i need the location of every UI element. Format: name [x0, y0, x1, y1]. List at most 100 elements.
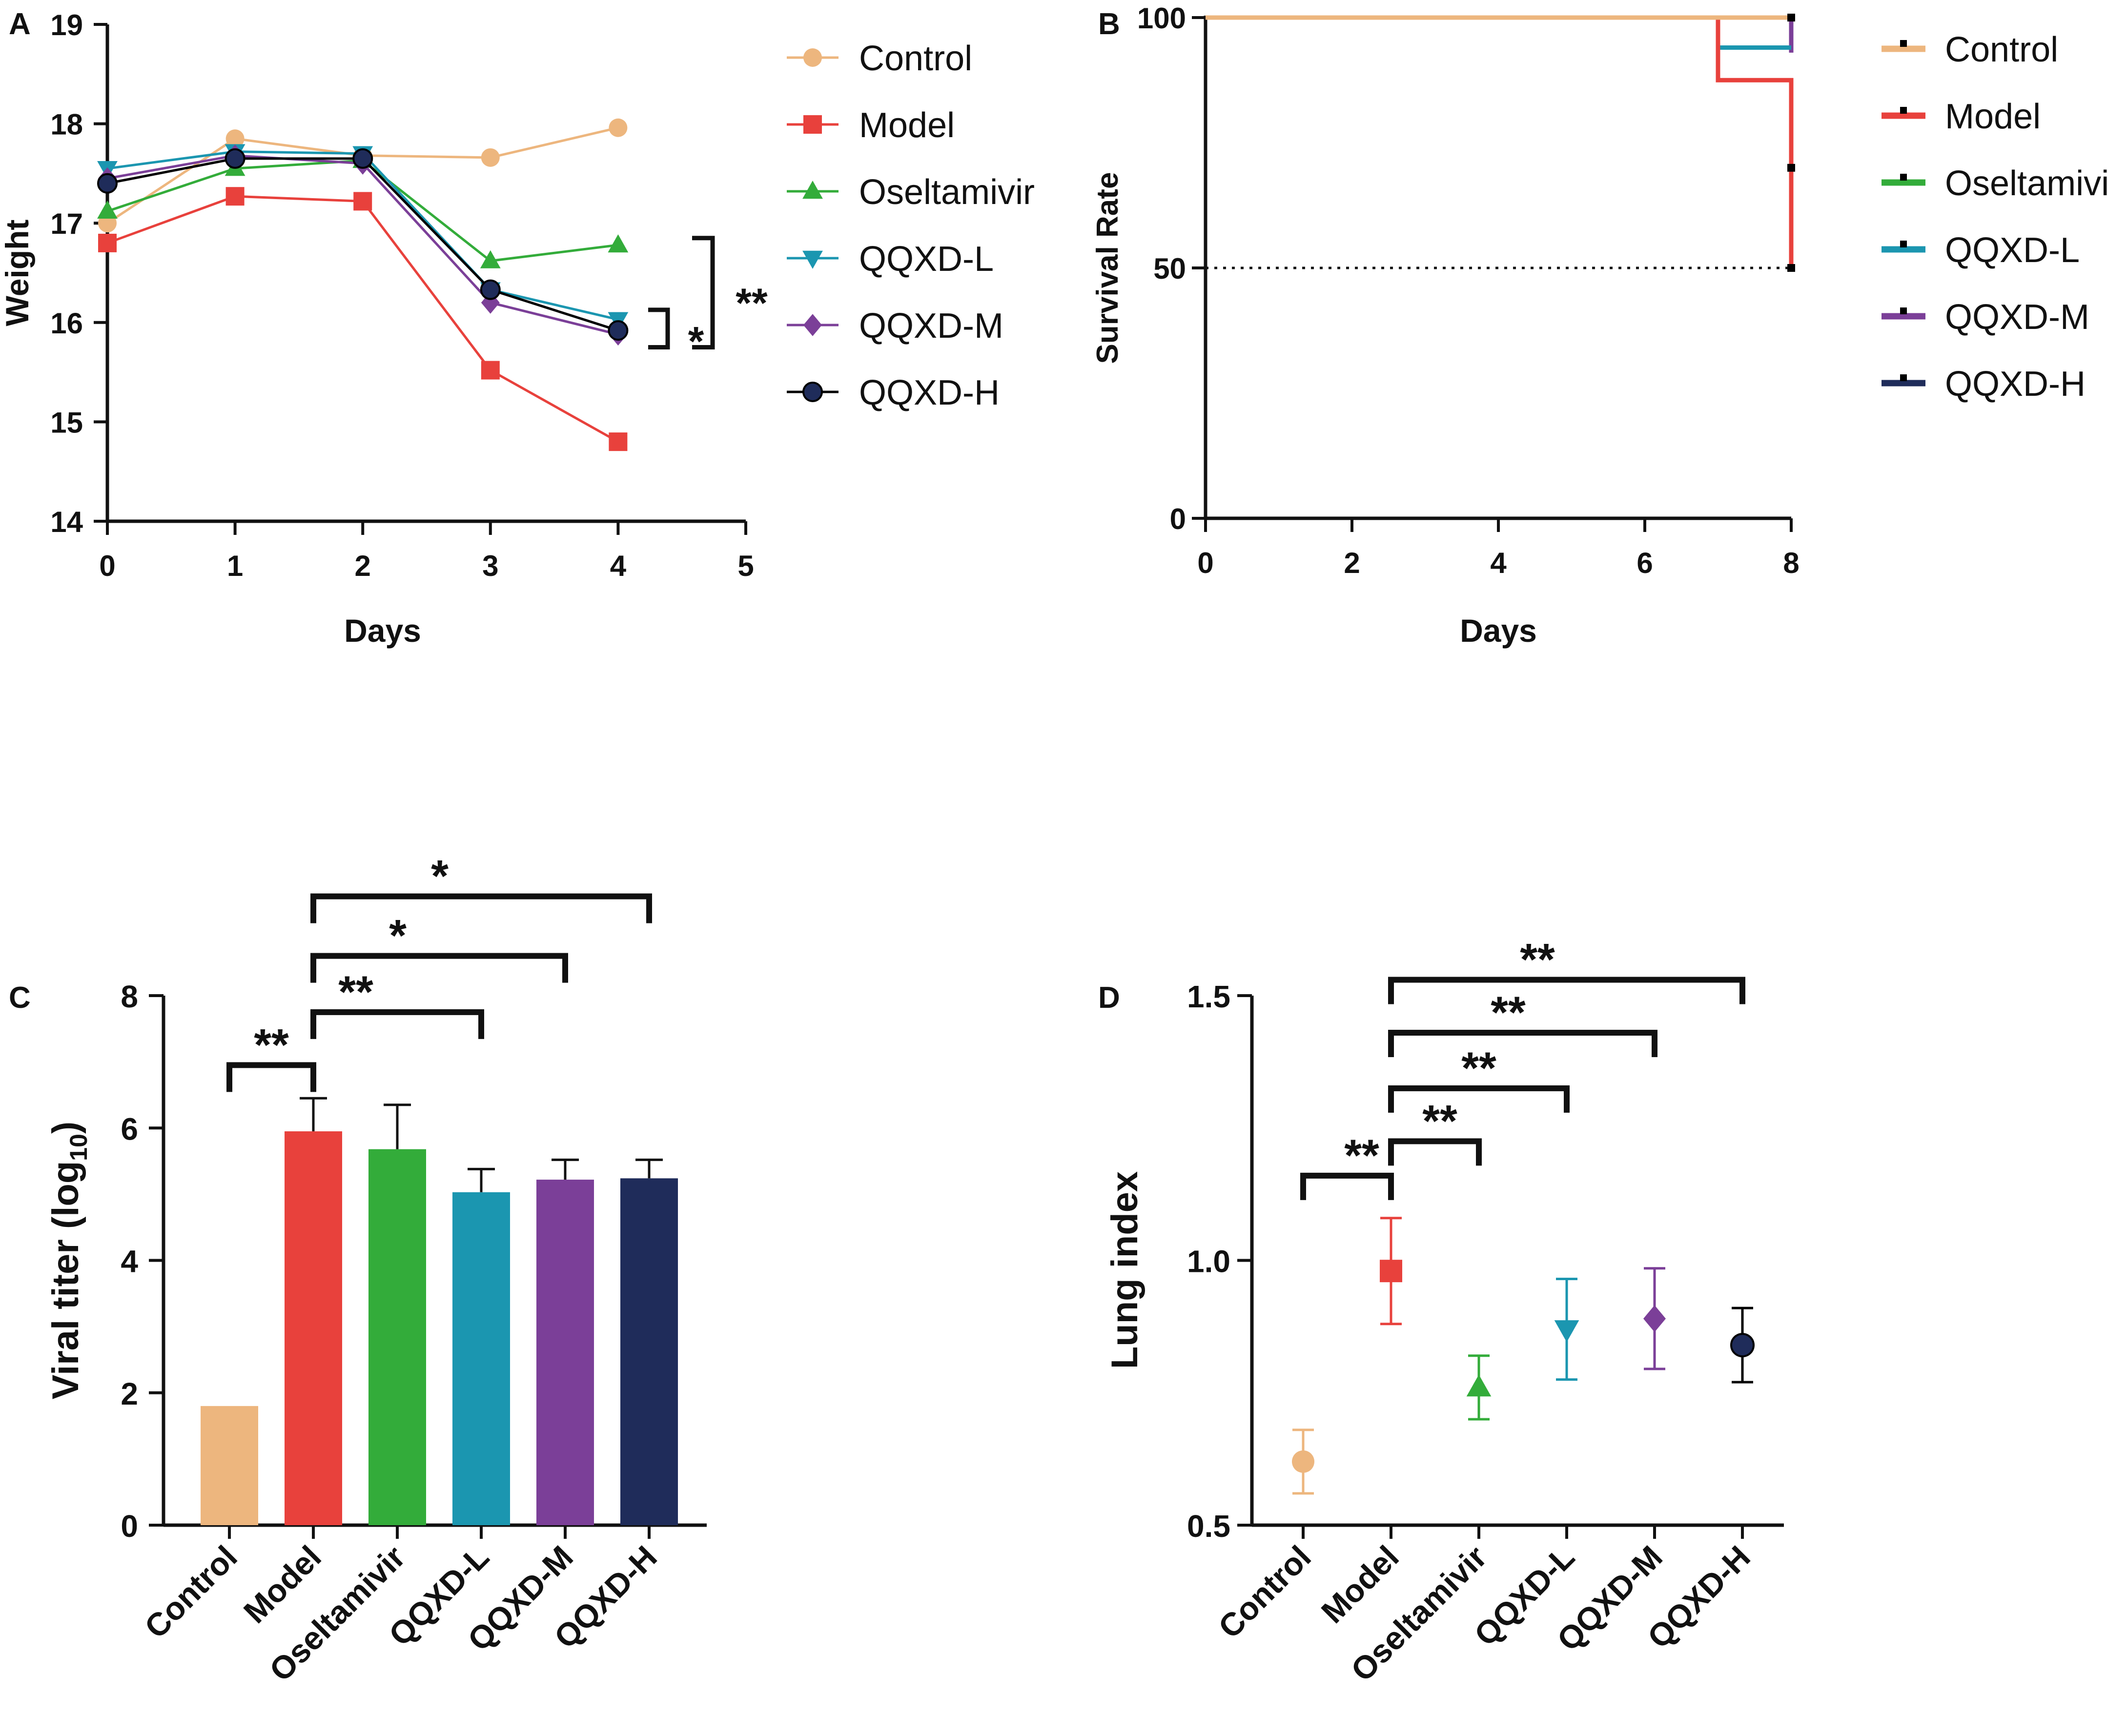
a-legend-label-qqxd-l: QQXD-L: [859, 240, 994, 279]
a-x-tick-label: 4: [610, 550, 627, 582]
d-y-label: Lung index: [1104, 1171, 1146, 1369]
c-bar-oseltamivir: [368, 1149, 426, 1525]
d-y-tick-label: 1.0: [1187, 1244, 1230, 1279]
b-legend-marker: [1900, 107, 1907, 114]
b-y-tick-label: 100: [1137, 2, 1186, 35]
b-curve-qqxd-m: [1206, 15, 1794, 53]
a-line-oseltamivir: [107, 159, 618, 263]
d-sig-label: **: [1344, 1131, 1379, 1181]
b-y-label: Survival Rate: [1091, 172, 1125, 364]
d-sig-label: **: [1422, 1096, 1457, 1146]
a-point-control: [225, 129, 245, 148]
a-point-oseltamivir: [97, 200, 118, 219]
a-x-label: Days: [344, 613, 421, 649]
a-legend-label-oseltamivir: Oseltamivir: [859, 173, 1035, 212]
b-censor-mark: [1787, 163, 1795, 172]
a-point-qqxd-h: [352, 148, 373, 169]
a-point-model: [481, 361, 500, 380]
a-x-tick-label: 3: [482, 550, 498, 582]
a-significance-inner: *: [688, 318, 704, 364]
c-sig-label: *: [431, 852, 449, 901]
a-legend-label-qqxd-h: QQXD-H: [859, 373, 1000, 412]
b-censor-mark: [1787, 264, 1795, 272]
c-y-label-main: Viral titer (log: [45, 1161, 86, 1399]
b-legend-label-qqxd-m: QQXD-M: [1945, 298, 2089, 337]
c-bar-qqxd-m: [536, 1180, 594, 1525]
a-point-model: [225, 187, 245, 206]
a-legend-marker-control: [803, 48, 822, 67]
d-sig-label: **: [1461, 1043, 1496, 1093]
panel-label-d: D: [1098, 981, 1120, 1015]
panel-label-a: A: [9, 7, 31, 41]
b-legend-marker: [1900, 40, 1907, 47]
c-bar-control: [201, 1406, 258, 1525]
c-sig-label: *: [389, 911, 407, 961]
a-point-qqxd-h: [608, 320, 629, 341]
a-significance-outer: **: [736, 280, 768, 326]
a-series-qqxd-m: [98, 144, 628, 346]
a-y-tick-label: 15: [50, 406, 83, 439]
a-legend-marker-oseltamivir: [802, 181, 823, 199]
d-point-qqxd-l: [1554, 1320, 1579, 1342]
b-legend-label-model: Model: [1945, 97, 2041, 136]
a-point-oseltamivir: [608, 234, 629, 253]
a-legend-marker-qqxd-h: [802, 382, 823, 402]
a-legend-marker-model: [803, 115, 822, 134]
b-x-tick-label: 8: [1783, 547, 1799, 579]
c-y-tick-label: 8: [121, 979, 138, 1014]
panel-label-c: C: [9, 981, 31, 1015]
panel-b: 0 50 100 0 2 4 6 8 Days Survival Rate Control Model…: [1091, 2, 2107, 649]
c-x-tick-label-control: Control: [138, 1539, 244, 1645]
c-y-label: Viral titer (log10): [45, 1122, 92, 1399]
c-sig-label: **: [254, 1020, 289, 1070]
d-point-control: [1292, 1450, 1314, 1473]
b-legend-marker: [1900, 174, 1907, 181]
c-bar-model: [285, 1131, 342, 1525]
c-y-tick-label: 4: [121, 1244, 138, 1279]
a-series-model: [98, 187, 628, 451]
a-x-tick-label: 1: [227, 550, 243, 582]
a-line-model: [107, 195, 619, 443]
a-legend-label-model: Model: [859, 106, 955, 145]
b-legend-marker: [1900, 374, 1907, 381]
b-x-tick-label: 4: [1490, 547, 1507, 579]
c-sig-label: **: [338, 967, 373, 1017]
d-sig-label: **: [1520, 935, 1555, 984]
b-legend-marker: [1900, 307, 1907, 314]
c-y-tick-label: 6: [121, 1111, 138, 1146]
d-sig-bracket: [1388, 1138, 1482, 1166]
a-series-qqxd-h: [97, 148, 629, 341]
b-y-tick-label: 50: [1153, 252, 1186, 285]
b-curve-model: [1206, 15, 1794, 268]
a-point-qqxd-h: [480, 279, 501, 300]
a-x-tick-label: 0: [99, 550, 115, 582]
a-x-tick-label: 2: [355, 550, 371, 582]
b-legend-label-qqxd-h: QQXD-H: [1945, 365, 2086, 404]
b-x-tick-label: 0: [1197, 547, 1213, 579]
a-series-control: [98, 118, 628, 233]
a-bracket-outer: [692, 236, 715, 350]
a-y-tick-label: 16: [50, 307, 83, 340]
a-legend-marker-qqxd-l: [802, 250, 823, 269]
a-line-qqxd-m: [107, 154, 619, 336]
a-y-tick-label: 14: [50, 506, 83, 538]
d-sig-bracket: [1300, 1172, 1394, 1200]
a-bracket-inner: [648, 307, 670, 350]
b-legend: Control Model Oseltamivir QQXD-L QQXD-M QQXD-…: [1882, 30, 2107, 404]
b-x-tick-label: 6: [1637, 547, 1653, 579]
b-curve-qqxd-l: [1206, 15, 1791, 50]
a-legend-marker-qqxd-m: [803, 314, 822, 336]
d-point-oseltamivir: [1466, 1374, 1492, 1397]
a-point-model: [353, 192, 372, 211]
b-x-label: Days: [1460, 613, 1537, 649]
b-x-tick-label: 2: [1344, 547, 1360, 579]
d-point-model: [1380, 1260, 1402, 1283]
a-y-tick-label: 17: [50, 207, 83, 240]
b-legend-marker: [1900, 241, 1907, 247]
c-y-label-end: ): [45, 1122, 86, 1134]
d-sig-label: **: [1491, 988, 1526, 1038]
d-sig-bracket: [1388, 1029, 1657, 1057]
